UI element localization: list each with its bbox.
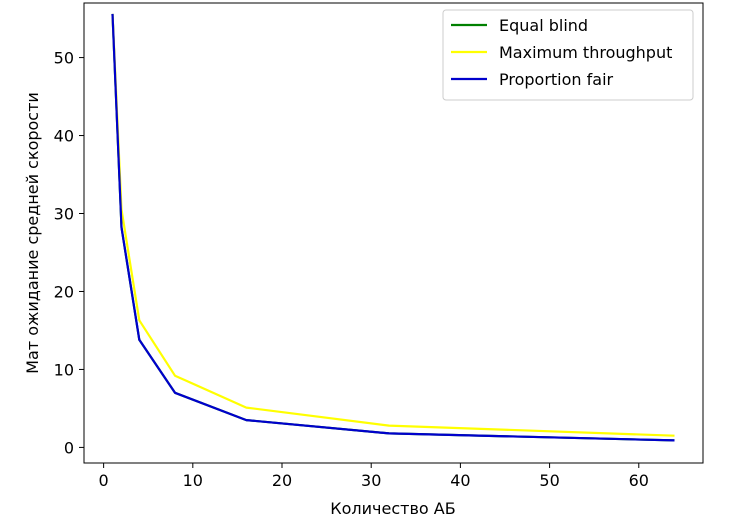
legend-label: Maximum throughput <box>499 43 672 62</box>
legend: Equal blind Maximum throughput Proportion … <box>442 9 694 101</box>
y-axis-label: Мат ожидание средней скорости <box>23 92 42 374</box>
legend-box <box>442 9 694 101</box>
y-tick-label: 20 <box>54 282 74 301</box>
series-lines <box>111 13 675 442</box>
y-tick-label: 10 <box>54 360 74 379</box>
y-tick-label: 50 <box>54 49 74 68</box>
series-line-2 <box>111 13 675 442</box>
x-tick-label: 0 <box>99 471 109 490</box>
x-tick-label: 10 <box>183 471 203 490</box>
y-axis-ticks: 0 10 20 30 40 50 <box>54 49 84 457</box>
x-tick-label: 60 <box>629 471 649 490</box>
y-tick-label: 30 <box>54 205 74 224</box>
x-tick-label: 50 <box>539 471 559 490</box>
x-tick-label: 40 <box>450 471 470 490</box>
x-tick-label: 20 <box>272 471 292 490</box>
x-tick-label: 30 <box>361 471 381 490</box>
plot-frame <box>83 2 704 464</box>
y-tick-label: 0 <box>64 438 74 457</box>
x-axis-label: Количество АБ <box>330 499 455 518</box>
legend-label: Equal blind <box>499 16 588 35</box>
legend-label: Proportion fair <box>499 70 614 89</box>
y-tick-label: 40 <box>54 127 74 146</box>
x-axis-ticks: 0 10 20 30 40 50 60 <box>99 463 649 490</box>
